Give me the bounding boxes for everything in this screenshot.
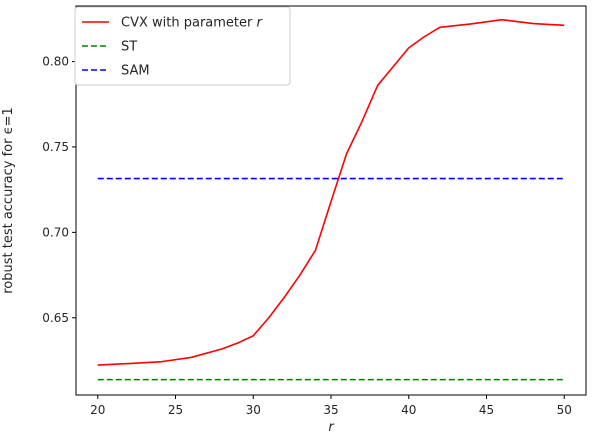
y-tick-label: 0.80 (42, 55, 69, 69)
legend-label-0: CVX with parameter r (121, 16, 263, 31)
x-tick-label: 50 (557, 403, 572, 417)
legend: CVX with parameter r ST SAM (74, 6, 291, 86)
x-tick-label: 20 (90, 403, 105, 417)
y-tick-label: 0.65 (42, 311, 69, 325)
y-tick-label: 0.75 (42, 140, 69, 154)
y-axis-label: robust test accuracy for ϵ=1 (1, 107, 16, 294)
x-axis-label: r (328, 420, 335, 434)
x-tick-label: 45 (479, 403, 494, 417)
legend-label-1: ST (121, 40, 137, 55)
legend-label-2: SAM (121, 64, 150, 79)
x-tick-label: 25 (168, 403, 183, 417)
y-tick-label: 0.70 (42, 225, 69, 239)
x-tick-label: 35 (323, 403, 338, 417)
series-line-0 (97, 18, 565, 366)
x-tick-label: 40 (401, 403, 416, 417)
legend-box (74, 6, 291, 86)
axes-layer: 20 25 30 35 40 45 50 0.65 0.70 0.75 0.80 (42, 5, 587, 417)
series-layer (97, 18, 565, 381)
x-tick-label: 30 (246, 403, 261, 417)
